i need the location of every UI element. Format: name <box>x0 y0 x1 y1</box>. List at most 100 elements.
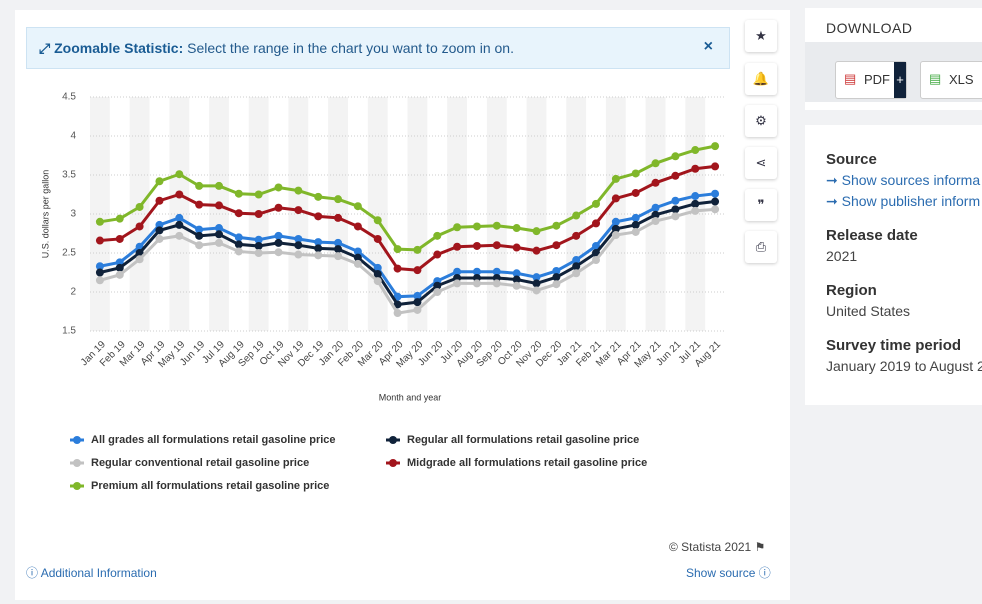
data-point <box>214 238 223 247</box>
data-point <box>611 194 620 203</box>
data-point <box>393 309 402 318</box>
additional-info-text[interactable]: Additional Information <box>40 566 157 580</box>
legend-marker <box>73 459 81 467</box>
share-button[interactable]: ⋖ <box>745 147 777 179</box>
data-point <box>274 248 283 257</box>
legend-marker <box>73 482 81 490</box>
additional-info-link[interactable]: ⓘ Additional Information <box>26 566 157 580</box>
data-point <box>651 178 660 187</box>
data-point <box>711 189 720 198</box>
data-point <box>195 181 204 190</box>
data-point <box>135 255 144 264</box>
data-point <box>393 245 402 254</box>
data-point <box>472 279 481 288</box>
release-title: Release date <box>826 227 918 244</box>
data-point <box>175 170 184 179</box>
data-point <box>234 247 243 256</box>
data-point <box>254 249 263 257</box>
data-point <box>671 152 680 161</box>
data-point <box>552 221 561 230</box>
data-point <box>294 186 303 195</box>
data-point <box>155 177 164 186</box>
data-point <box>552 273 561 282</box>
data-point <box>334 238 343 247</box>
data-point <box>195 200 204 209</box>
print-button[interactable]: ⎙ <box>745 231 777 263</box>
data-point <box>711 142 720 151</box>
data-point <box>95 262 104 271</box>
data-point <box>512 243 521 252</box>
data-point <box>512 281 521 290</box>
data-point <box>611 174 620 183</box>
data-point <box>631 169 640 178</box>
data-point <box>671 196 680 205</box>
data-point <box>433 281 442 290</box>
period-title: Survey time period <box>826 337 962 354</box>
alert-button[interactable]: 🔔 <box>745 63 777 95</box>
source-link[interactable]: ➞ Show sources informa <box>826 172 981 188</box>
data-point <box>492 241 501 250</box>
legend-label: Premium all formulations retail gasoline… <box>91 480 329 492</box>
download-card: DOWNLOAD ▤ PDF + ▤ XLS <box>805 8 982 110</box>
data-point <box>631 227 640 236</box>
data-point <box>592 199 601 208</box>
data-point <box>592 241 601 250</box>
data-point <box>234 233 243 242</box>
data-point <box>274 203 283 212</box>
period-value: January 2019 to August 2 <box>826 358 982 374</box>
y-tick-label: 4.5 <box>62 92 76 103</box>
data-point <box>393 300 402 309</box>
data-point <box>453 242 462 251</box>
xls-label[interactable]: XLS <box>949 72 974 87</box>
data-point <box>274 183 283 192</box>
cite-button[interactable]: ❞ <box>745 189 777 221</box>
data-point <box>155 234 164 243</box>
data-point <box>532 246 541 255</box>
data-point <box>572 231 581 240</box>
favorite-button[interactable]: ★ <box>745 20 777 52</box>
data-point <box>195 241 204 250</box>
data-point <box>254 190 263 199</box>
show-source-link[interactable]: Show source ⓘ <box>686 566 771 580</box>
data-point <box>492 221 501 230</box>
close-button[interactable]: × <box>703 38 713 55</box>
data-point <box>532 273 541 282</box>
zoom-banner: ⤢ Zoomable Statistic: Select the range i… <box>26 27 730 69</box>
pdf-label[interactable]: PDF <box>864 72 890 87</box>
data-point <box>691 164 700 173</box>
data-point <box>334 245 343 254</box>
data-point <box>95 236 104 245</box>
y-axis-label: U.S. dollars per gallon <box>40 170 50 259</box>
data-point <box>532 227 541 236</box>
data-point <box>651 159 660 168</box>
data-point <box>195 231 204 240</box>
y-tick-label: 2 <box>70 287 76 298</box>
data-point <box>691 199 700 208</box>
data-point <box>433 250 442 259</box>
pdf-button[interactable]: ▤ PDF + <box>835 61 907 99</box>
release-value: 2021 <box>826 248 858 264</box>
data-point <box>115 270 124 279</box>
xls-button[interactable]: ▤ XLS <box>920 61 982 99</box>
show-source-text[interactable]: Show source <box>686 566 756 580</box>
data-point <box>492 267 501 276</box>
data-point <box>353 259 362 268</box>
data-point <box>552 280 561 289</box>
data-point <box>492 279 501 288</box>
data-point <box>373 277 382 286</box>
data-point <box>294 250 303 259</box>
data-point <box>314 238 323 247</box>
data-point <box>611 217 620 226</box>
y-tick-label: 4 <box>70 131 76 142</box>
data-point <box>691 206 700 215</box>
data-point <box>631 213 640 222</box>
data-point <box>175 220 184 229</box>
band-stripe <box>129 97 150 331</box>
data-point <box>353 222 362 231</box>
data-point <box>274 238 283 247</box>
publisher-link[interactable]: ➞ Show publisher inform <box>826 193 981 209</box>
data-point <box>175 213 184 222</box>
data-point <box>314 244 323 253</box>
settings-button[interactable]: ⚙ <box>745 105 777 137</box>
